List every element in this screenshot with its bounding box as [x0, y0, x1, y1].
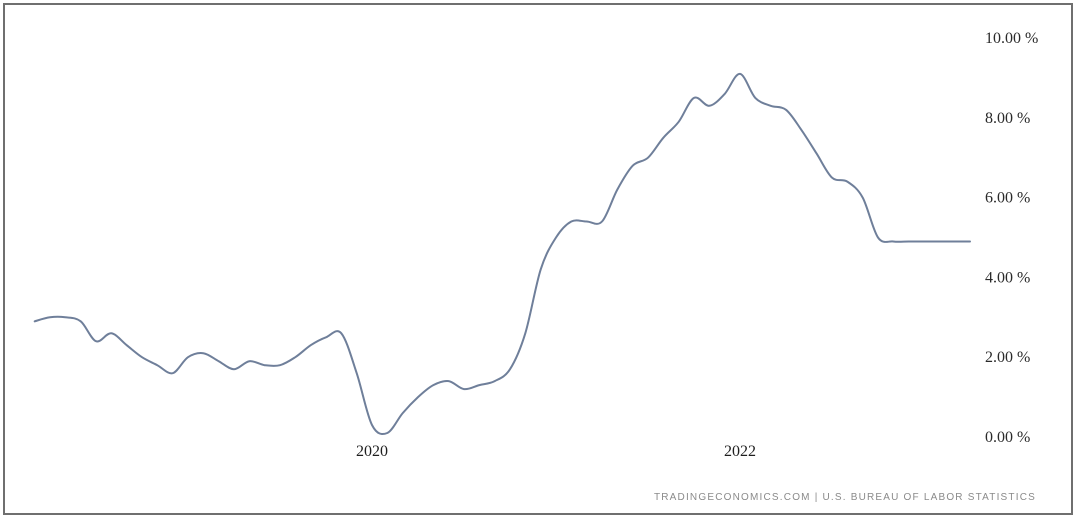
- y-tick-label: 10.00 %: [985, 30, 1038, 47]
- series-line: [33, 72, 971, 435]
- chart-frame: [3, 3, 1073, 515]
- source-credit: TRADINGECONOMICS.COM | U.S. BUREAU OF LA…: [654, 492, 1036, 503]
- y-axis-ticks: 10.00 % 8.00 % 6.00 % 4.00 % 2.00 % 0.00 %: [985, 30, 1038, 446]
- y-tick-label: 4.00 %: [985, 269, 1030, 286]
- y-tick-label: 8.00 %: [985, 110, 1030, 127]
- x-axis-ticks: 2020 2022: [356, 443, 756, 460]
- y-tick-label: 0.00 %: [985, 429, 1030, 446]
- y-tick-label: 6.00 %: [985, 190, 1030, 207]
- x-tick-label: 2022: [724, 443, 756, 460]
- x-tick-label: 2020: [356, 443, 388, 460]
- y-tick-label: 2.00 %: [985, 349, 1030, 366]
